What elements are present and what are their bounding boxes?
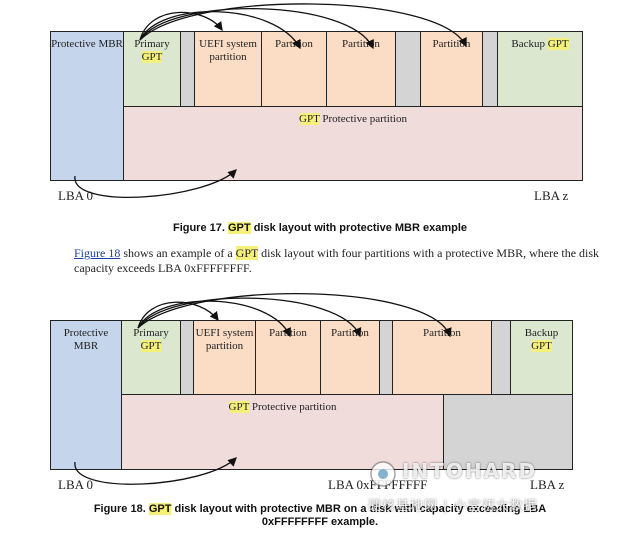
backup-gpt-label: GPT [547, 38, 569, 50]
arrow-to-partition [139, 8, 374, 50]
figure-18-caption: Figure 18. GPT disk layout with protecti… [60, 503, 580, 529]
backup-gpt-block: Backup GPT [497, 31, 583, 107]
watermark-logo-icon [370, 461, 396, 487]
protective-mbr-block: Protective MBR [50, 31, 124, 181]
caption-text: disk layout with protective MBR example [253, 222, 468, 234]
arrow-to-uefi [137, 301, 219, 329]
unprotected-region-block [443, 394, 573, 470]
lba-start-label: LBA 0 [58, 477, 94, 492]
protective-mbr-block: Protective MBR [50, 320, 122, 470]
protective-partition-label: Protective partition [251, 401, 337, 413]
protective-partition-gpt: GPT [299, 113, 320, 125]
protective-partition-block: GPT Protective partition [123, 106, 583, 181]
body-paragraph: Figure 18 shows an example of a GPT disk… [74, 246, 604, 276]
arrow-to-partition [139, 3, 467, 48]
paragraph-text-1: shows an example of a [123, 246, 233, 260]
arrow-to-partition [137, 293, 452, 338]
protective-mbr-label: Protective MBR [63, 327, 109, 352]
gap-block [395, 31, 421, 107]
caption-prefix: Figure 18. [93, 503, 146, 515]
caption-gpt: GPT [148, 503, 172, 515]
protective-mbr-label: Protective MBR [51, 38, 123, 50]
arrow-mbr-to-protective [74, 169, 237, 198]
lba-end-label: LBA z [530, 477, 565, 492]
uefi-label: UEFI system partition [199, 38, 257, 63]
arrow-to-uefi [139, 11, 223, 41]
primary-label: Primary [133, 327, 169, 339]
watermark: INTOHARD 硬核基地网 | 小宫初大数据 [368, 459, 584, 521]
uefi-partition-block: UEFI system partition [193, 320, 256, 395]
watermark-subtitle: 硬核基地网 | 小宫初大数据 [368, 499, 538, 514]
pointer-arrows [74, 3, 467, 198]
caption-gpt: GPT [228, 222, 251, 234]
figure-18-link[interactable]: Figure 18 [74, 246, 121, 260]
lba-start-label: LBA 0 [58, 188, 94, 203]
arrow-mbr-to-protective [74, 457, 237, 485]
paragraph-text-2: disk layout with four partitions with a … [74, 246, 600, 275]
primary-gpt-block: Primary GPT [121, 320, 181, 395]
backup-gpt-label: GPT [531, 340, 552, 352]
primary-gpt-block: Primary GPT [123, 31, 181, 107]
watermark-title: INTOHARD [402, 459, 538, 483]
backup-gpt-block: Backup GPT [510, 320, 573, 395]
paragraph-gpt: GPT [235, 246, 259, 260]
primary-label: Primary [134, 38, 170, 50]
figure-17-caption: Figure 17. GPT disk layout with protecti… [0, 222, 640, 234]
primary-gpt-label: GPT [141, 51, 163, 63]
arrow-to-partition [137, 300, 291, 338]
protective-partition-label: Protective partition [322, 113, 407, 125]
caption-prefix: Figure 17. [172, 222, 225, 234]
protective-partition-gpt: GPT [228, 401, 250, 413]
protective-partition-block: GPT Protective partition [121, 394, 444, 470]
uefi-label: UEFI system partition [195, 327, 254, 352]
arrow-to-partition [139, 10, 301, 50]
backup-label: Backup [511, 38, 546, 50]
backup-label: Backup [524, 327, 559, 339]
caption-text: disk layout with protective MBR on a dis… [174, 503, 547, 528]
lba-end-label: LBA z [534, 188, 569, 203]
primary-gpt-label: GPT [140, 340, 162, 352]
arrow-to-partition [137, 297, 362, 338]
figure-17-diagram: Protective MBR Primary GPT UEFI system p… [0, 0, 640, 215]
